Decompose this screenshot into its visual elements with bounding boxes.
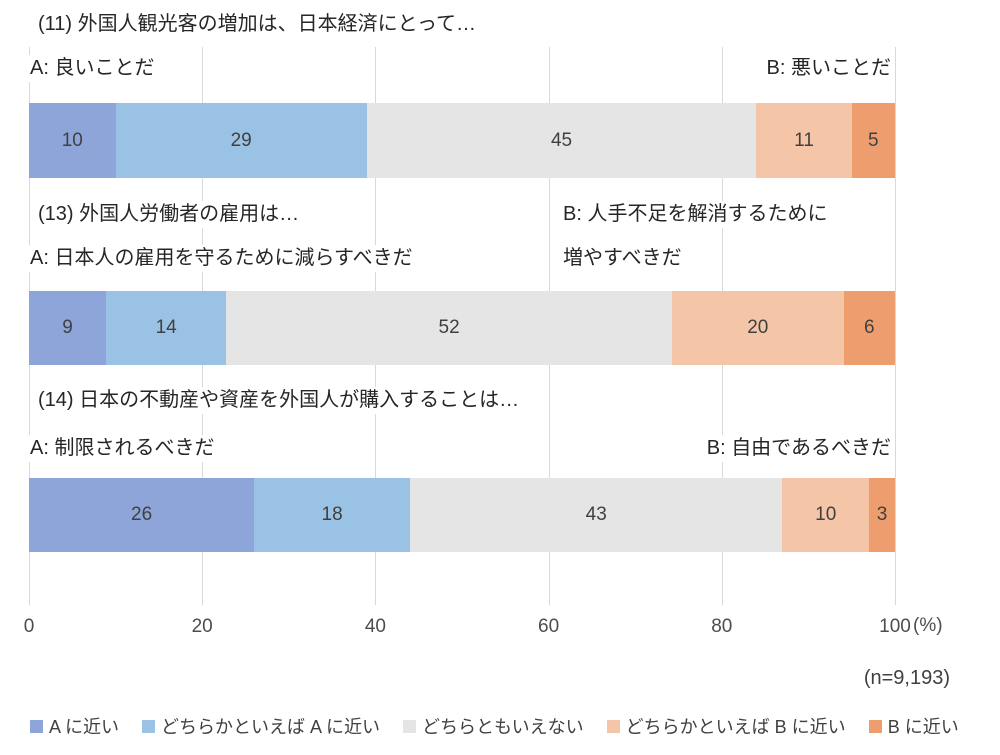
bar-segment: 10 — [29, 103, 116, 178]
bar-segment: 43 — [410, 478, 783, 552]
legend-item: B に近い — [868, 713, 959, 739]
legend-swatch-icon — [606, 719, 620, 733]
bar-segment: 5 — [851, 103, 895, 178]
bar-segment: 9 — [29, 291, 107, 365]
bar-segment: 52 — [226, 291, 673, 365]
legend-swatch-icon — [868, 719, 882, 733]
legend-item: どちらかといえば A に近い — [142, 713, 380, 739]
legend-swatch-icon — [142, 719, 156, 733]
endpoint-label-b-q13-line2: 増やすべきだ — [559, 245, 686, 272]
endpoint-label-a-q13: A: 日本人の雇用を守るために減らすべきだ — [26, 245, 417, 272]
legend-label: どちらかといえば A に近い — [161, 717, 381, 737]
legend-swatch-icon — [403, 719, 417, 733]
bar-segment: 29 — [115, 103, 367, 178]
bar-segment: 14 — [106, 291, 227, 365]
legend-label: どちらかといえば B に近い — [625, 717, 846, 737]
question-title-11: (11) 外国人観光客の増加は、日本経済にとって… — [34, 11, 481, 38]
bar-segment: 6 — [843, 291, 895, 365]
x-axis-unit-label: (%) — [913, 615, 943, 636]
question-title-14: (14) 日本の不動産や資産を外国人が購入することは… — [34, 387, 524, 414]
legend-swatch-icon — [30, 719, 43, 733]
endpoint-label-b-q14: B: 自由であるべきだ — [702, 435, 895, 462]
stacked-bar-q14: 26 18 43 10 3 — [29, 478, 895, 552]
legend-label: A に近い — [49, 717, 120, 737]
x-tick-label-40: 40 — [364, 616, 386, 637]
bar-segment: 3 — [869, 478, 895, 552]
bar-segment: 20 — [672, 291, 844, 365]
bar-segment: 45 — [366, 103, 757, 178]
x-tick-label-80: 80 — [711, 616, 733, 637]
question-title-13: (13) 外国人労働者の雇用は… — [34, 201, 304, 228]
legend-item: どちらともいえない — [403, 713, 584, 739]
endpoint-label-b-q11: B: 悪いことだ — [762, 55, 895, 82]
x-tick-label-20: 20 — [191, 616, 213, 637]
x-tick-label-0: 0 — [23, 616, 35, 637]
stacked-bar-q13: 9 14 52 20 6 — [29, 291, 895, 365]
x-tick-label-100: 100 — [879, 616, 911, 637]
bar-segment: 26 — [29, 478, 255, 552]
legend-item: A に近い — [30, 713, 119, 739]
legend-label: B に近い — [887, 717, 959, 737]
bar-segment: 10 — [782, 478, 869, 552]
legend-item: どちらかといえば B に近い — [606, 713, 846, 739]
endpoint-label-b-q13-line1: B: 人手不足を解消するために — [559, 201, 832, 228]
sample-size-label: (n=9,193) — [863, 667, 950, 689]
endpoint-label-a-q14: A: 制限されるべきだ — [26, 435, 219, 462]
x-tick-label-60: 60 — [538, 616, 560, 637]
legend-label: どちらともいえない — [422, 717, 584, 737]
bar-segment: 18 — [254, 478, 411, 552]
gridline-100 — [895, 47, 896, 605]
bar-segment: 11 — [756, 103, 852, 178]
stacked-bar-q11: 10 29 45 11 5 — [29, 103, 895, 178]
endpoint-label-a-q11: A: 良いことだ — [26, 55, 159, 82]
legend: A に近い どちらかといえば A に近い どちらともいえない どちらかといえば B に… — [30, 713, 959, 739]
